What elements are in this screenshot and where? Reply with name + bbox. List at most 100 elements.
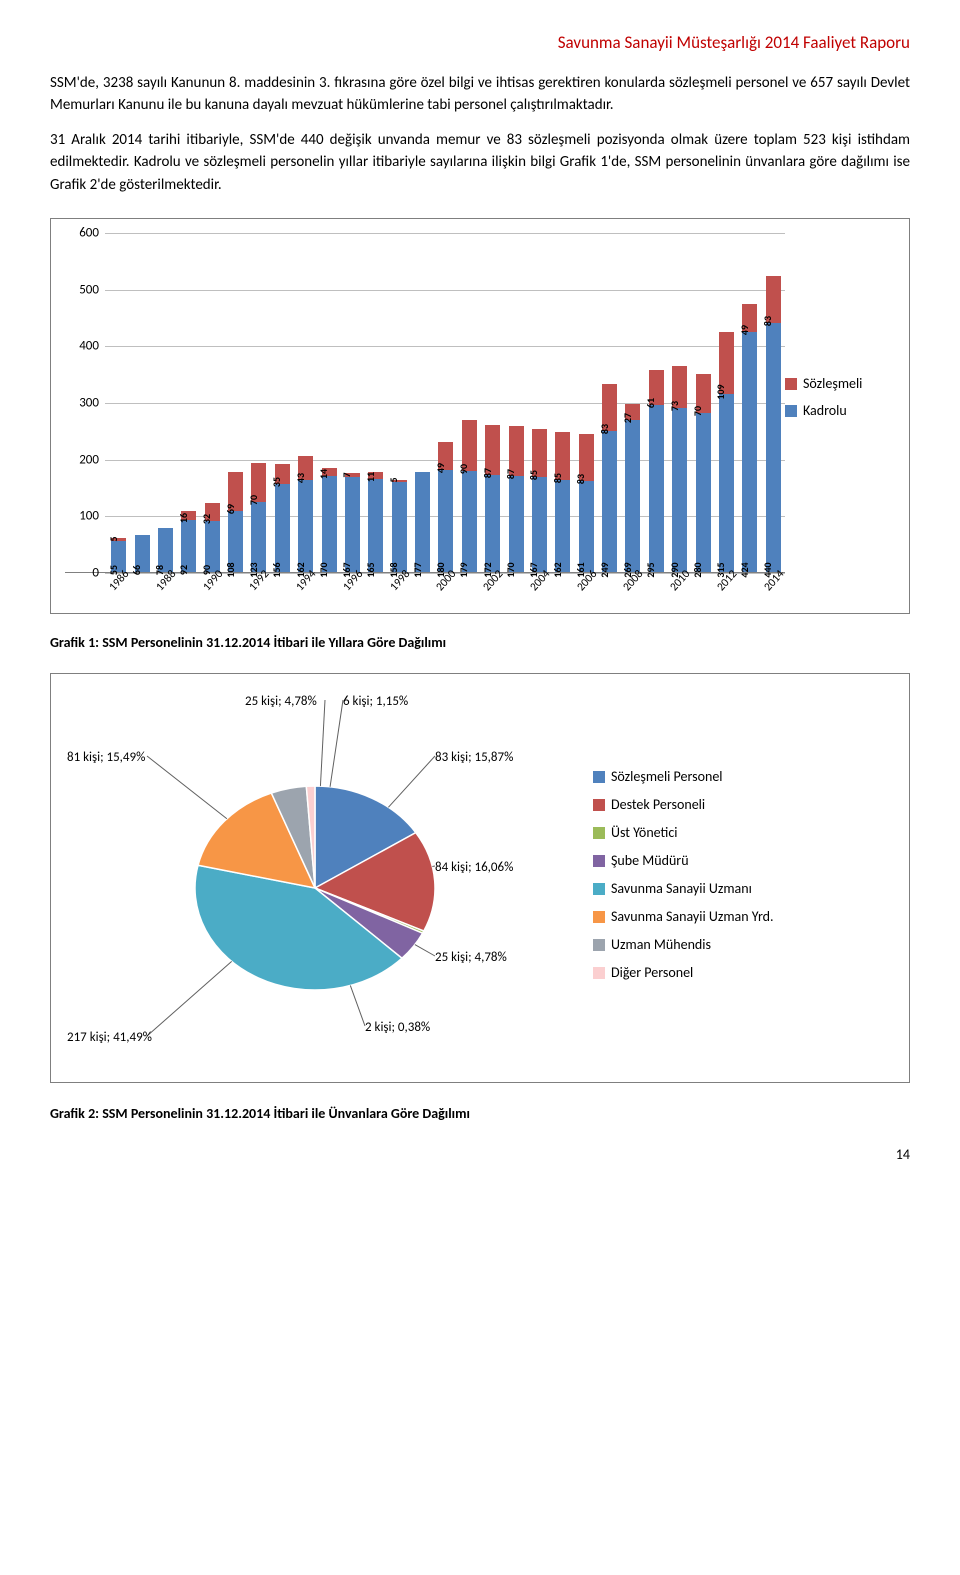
bar-stack: 1677 — [345, 473, 360, 572]
legend-label: Destek Personeli — [611, 794, 705, 815]
bar-segment-kadrolu: 295 — [649, 405, 664, 572]
legend-swatch — [593, 939, 605, 951]
bar-stack: 17087 — [509, 426, 524, 572]
bar-value-label: 73 — [670, 401, 680, 411]
bar-stack: 16243 — [298, 456, 313, 572]
bar-stack: 29073 — [672, 366, 687, 572]
bar-value-label: 85 — [529, 470, 539, 480]
bar-value-label: 27 — [623, 413, 633, 423]
bar-segment-kadrolu: 249 — [602, 431, 617, 572]
bar-segment-sozlesmeli: 73 — [672, 366, 687, 407]
pie-chart-legend: Sözleşmeli Personel Destek Personeli Üst Y… — [585, 766, 895, 990]
bar-segment-kadrolu: 290 — [672, 408, 687, 572]
bar-segment-sozlesmeli: 35 — [275, 464, 290, 484]
bar-segment-kadrolu: 177 — [415, 472, 430, 572]
bar-stack: 16285 — [555, 432, 570, 572]
bar-value-label: 83 — [763, 316, 773, 326]
bar-value-label: 85 — [553, 473, 563, 483]
page-number: 14 — [50, 1144, 910, 1165]
bar-segment-kadrolu: 440 — [766, 323, 781, 572]
bar-stack: 555 — [111, 538, 126, 572]
ytick-label: 200 — [65, 450, 99, 470]
bar-segment-sozlesmeli: 7 — [345, 473, 360, 477]
legend-swatch — [593, 883, 605, 895]
bar-segment-sozlesmeli: 85 — [532, 429, 547, 477]
legend-item: Sözleşmeli Personel — [593, 766, 895, 787]
chart-2-caption: Grafik 2: SSM Personelinin 31.12.2014 İt… — [50, 1103, 910, 1124]
legend-item: Savunma Sanayii Uzmanı — [593, 878, 895, 899]
legend-label: Uzman Mühendis — [611, 934, 711, 955]
legend-item: Sözleşmeli — [785, 373, 895, 394]
bar-segment-kadrolu: 78 — [158, 528, 173, 572]
bar-group: 12370 — [247, 233, 270, 572]
bar-stack: 26927 — [625, 404, 640, 572]
bar-stack: 17287 — [485, 425, 500, 572]
bar-stack: 12370 — [251, 463, 266, 572]
legend-swatch — [593, 911, 605, 923]
bar-value-label: 70 — [693, 406, 703, 416]
bar-segment-sozlesmeli: 61 — [649, 370, 664, 405]
legend-item: Üst Yönetici — [593, 822, 895, 843]
bar-stack: 9032 — [205, 503, 220, 572]
ytick-label: 400 — [65, 337, 99, 357]
pie-chart-box: 25 kişi; 4,78%6 kişi; 1,15%81 kişi; 15,4… — [65, 688, 585, 1068]
bar-stack: 9216 — [181, 511, 196, 572]
legend-swatch — [593, 827, 605, 839]
bar-segment-kadrolu: 167 — [532, 477, 547, 572]
ytick-label: 600 — [65, 223, 99, 243]
bar-group: 15635 — [271, 233, 294, 572]
legend-item: Diğer Personel — [593, 962, 895, 983]
bar-segment-sozlesmeli: 85 — [555, 432, 570, 480]
pie-chart-svg — [65, 688, 585, 1068]
bar-stack: 315109 — [719, 332, 734, 572]
bar-group: 9032 — [201, 233, 224, 572]
bar-group: 66 — [130, 233, 153, 572]
bar-group: 29073 — [668, 233, 691, 572]
bar-segment-kadrolu: 170 — [509, 476, 524, 572]
pie-callout-label: 81 kişi; 15,49% — [67, 748, 145, 768]
legend-swatch — [593, 967, 605, 979]
legend-swatch — [785, 405, 797, 417]
bar-segment-kadrolu: 92 — [181, 520, 196, 572]
bar-group: 44083 — [762, 233, 785, 572]
bar-group: 17014 — [317, 233, 340, 572]
bar-stack: 28070 — [696, 374, 711, 572]
bar-segment-kadrolu: 158 — [392, 482, 407, 572]
bar-stack: 15635 — [275, 464, 290, 572]
bar-group: 16285 — [551, 233, 574, 572]
bar-segment-kadrolu: 162 — [555, 480, 570, 572]
legend-item: Destek Personeli — [593, 794, 895, 815]
bar-group: 315109 — [715, 233, 738, 572]
bar-segment-sozlesmeli: 49 — [438, 442, 453, 470]
bar-segment-sozlesmeli: 87 — [485, 425, 500, 474]
legend-item: Kadrolu — [785, 400, 895, 421]
legend-label: Şube Müdürü — [611, 850, 689, 871]
bar-segment-kadrolu: 165 — [368, 479, 383, 573]
pie-callout-line — [415, 945, 435, 956]
bar-segment-kadrolu: 108 — [228, 511, 243, 572]
bar-segment-kadrolu: 55 — [111, 541, 126, 572]
pie-chart-frame: 25 kişi; 4,78%6 kişi; 1,15%81 kişi; 15,4… — [50, 673, 910, 1083]
bar-group: 78 — [154, 233, 177, 572]
bar-group: 24983 — [598, 233, 621, 572]
bar-segment-sozlesmeli: 69 — [228, 472, 243, 511]
pie-callout-line — [147, 961, 232, 1036]
bar-value-label: 32 — [202, 514, 212, 524]
bar-segment-kadrolu: 161 — [579, 481, 594, 572]
bar-value-label: 49 — [436, 463, 446, 473]
pie-callout-label: 25 kişi; 4,78% — [435, 948, 507, 968]
legend-swatch — [593, 771, 605, 783]
bar-stack: 17014 — [322, 468, 337, 572]
bar-segment-sozlesmeli: 5 — [111, 538, 126, 541]
bar-value-label: 87 — [483, 467, 493, 477]
bar-segment-sozlesmeli: 5 — [392, 480, 407, 483]
bar-segment-kadrolu: 315 — [719, 394, 734, 573]
bar-value-label: 35 — [272, 477, 282, 487]
bar-segment-sozlesmeli: 90 — [462, 420, 477, 471]
bar-value-label: 5 — [389, 478, 399, 483]
bar-stack: 16785 — [532, 429, 547, 572]
legend-item: Uzman Mühendis — [593, 934, 895, 955]
bar-chart-plot: 0100200300400500600555667892169032108691… — [65, 233, 785, 573]
bar-value-label: 14 — [319, 469, 329, 479]
bar-stack: 24983 — [602, 384, 617, 572]
